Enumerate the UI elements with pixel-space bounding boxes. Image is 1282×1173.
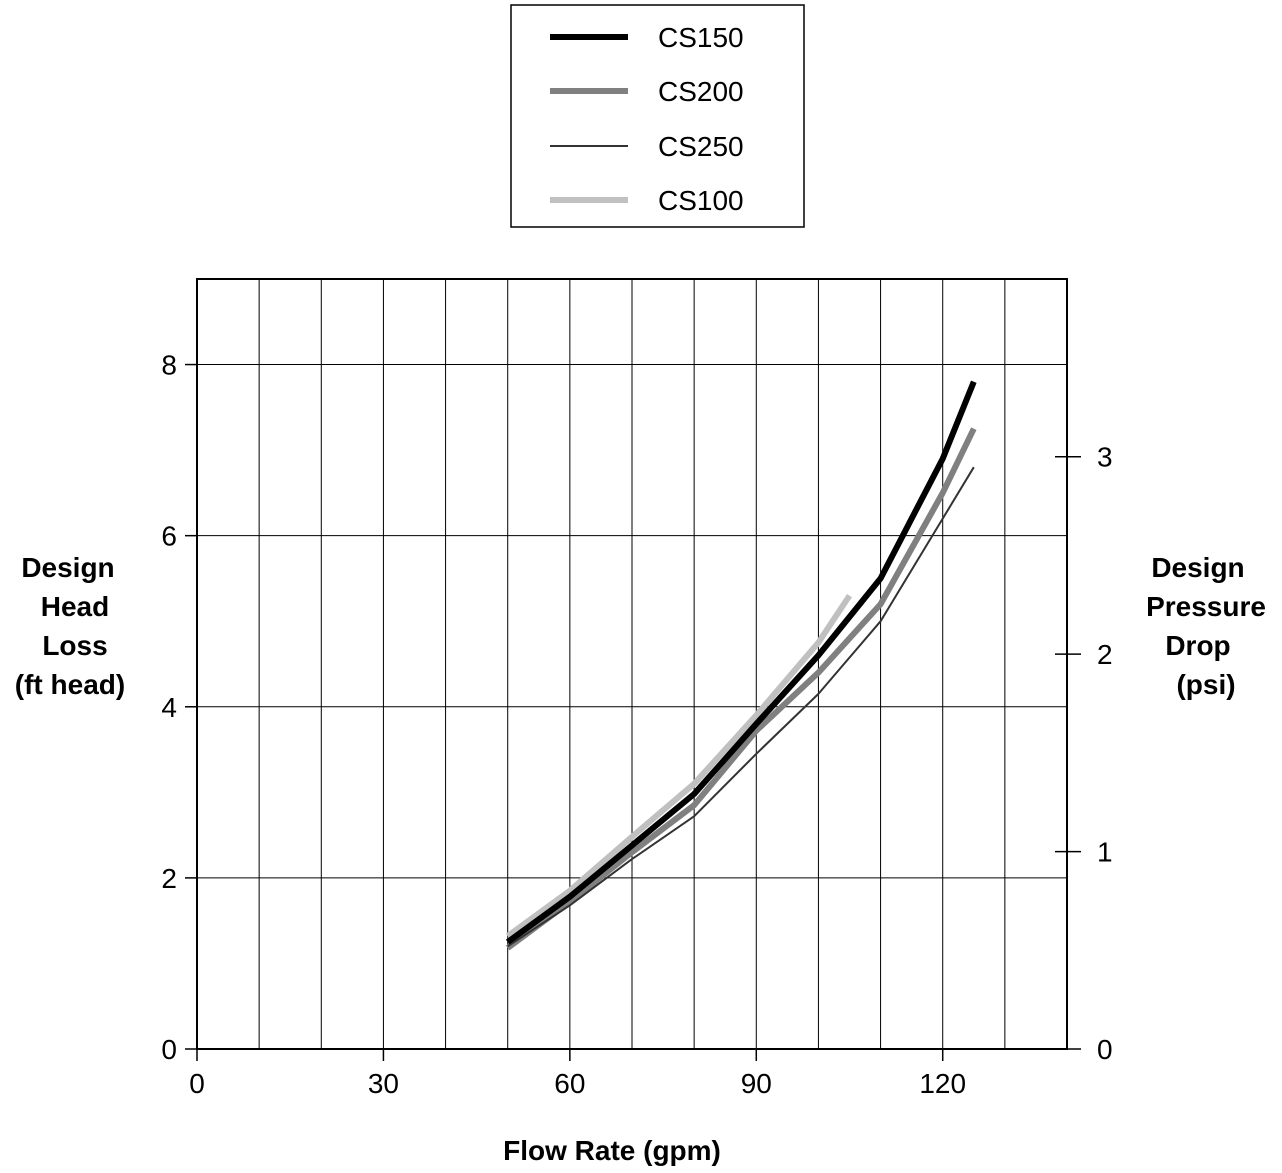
x-tick-label: 90 xyxy=(741,1068,772,1099)
y-right-tick-label: 2 xyxy=(1097,639,1113,670)
series-line-cs150 xyxy=(505,380,977,945)
y-left-tick-label: 0 xyxy=(161,1034,177,1065)
y-left-tick-label: 6 xyxy=(161,521,177,552)
gridlines xyxy=(197,279,1067,1049)
plot-area-frame xyxy=(196,278,1068,1050)
legend: CS150 CS200 CS250 CS100 xyxy=(510,4,805,228)
legend-label-cs100: CS100 xyxy=(658,185,744,216)
y-left-tick-label: 8 xyxy=(161,350,177,381)
legend-label-cs200: CS200 xyxy=(658,76,744,107)
series-lines xyxy=(505,380,977,951)
x-tick-label: 120 xyxy=(919,1068,966,1099)
y-left-title-line-4: (ft head) xyxy=(15,669,125,700)
y-right-title-line-1: Design xyxy=(1151,552,1244,583)
x-tick-label: 60 xyxy=(554,1068,585,1099)
x-axis-title: Flow Rate (gpm) xyxy=(503,1135,721,1166)
series-line-cs250 xyxy=(507,466,975,948)
y-right-axis-title: Design Pressure Drop (psi) xyxy=(1146,552,1266,700)
x-axis-ticks: 0 30 60 90 120 xyxy=(189,1049,966,1099)
series-line-cs200 xyxy=(505,427,977,951)
legend-label-cs150: CS150 xyxy=(658,22,744,53)
y-right-tick-label: 1 xyxy=(1097,837,1113,868)
y-right-title-line-4: (psi) xyxy=(1176,669,1235,700)
legend-label-cs250: CS250 xyxy=(658,131,744,162)
y-left-tick-label: 4 xyxy=(161,692,177,723)
y-right-tick-label: 0 xyxy=(1097,1034,1113,1065)
y-left-axis-ticks: 0 2 4 6 8 xyxy=(161,350,197,1065)
y-left-tick-label: 2 xyxy=(161,863,177,894)
y-right-tick-label: 3 xyxy=(1097,442,1113,473)
legend-box xyxy=(510,4,805,228)
y-left-title-line-2: Head xyxy=(41,591,109,622)
y-right-title-line-2: Pressure xyxy=(1146,591,1266,622)
x-tick-label: 30 xyxy=(368,1068,399,1099)
x-tick-label: 0 xyxy=(189,1068,205,1099)
y-left-axis-title: Design Head Loss (ft head) xyxy=(15,552,125,700)
y-right-axis-ticks: 0 1 2 3 xyxy=(1055,442,1113,1065)
y-right-title-line-3: Drop xyxy=(1165,630,1230,661)
y-left-title-line-3: Loss xyxy=(42,630,107,661)
series-line-cs100 xyxy=(505,593,853,939)
y-left-title-line-1: Design xyxy=(21,552,114,583)
